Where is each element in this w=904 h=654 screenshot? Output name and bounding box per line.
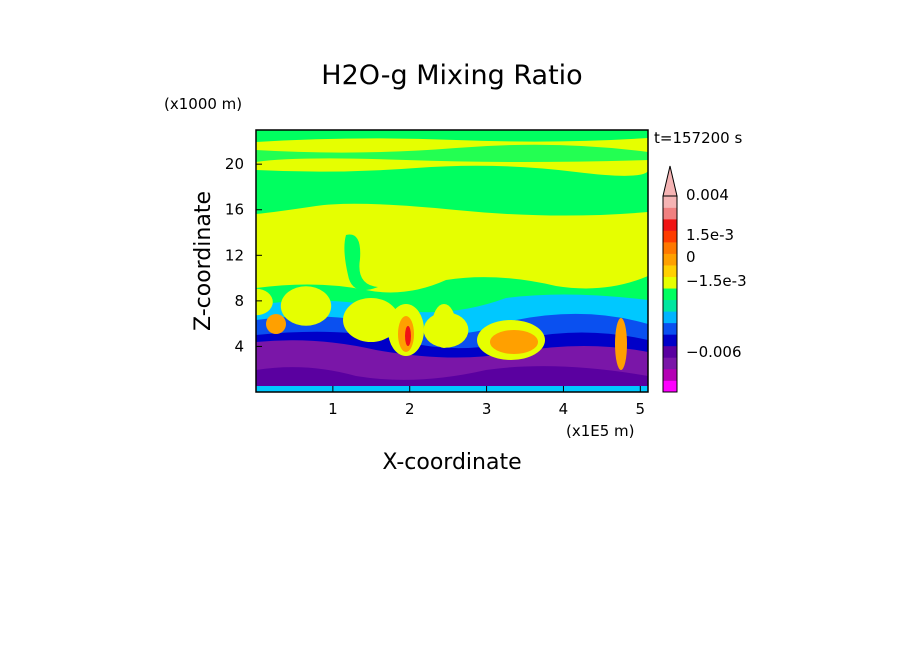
colorbar-label: −0.006 [686, 343, 742, 361]
y-tick-label: 4 [234, 337, 244, 355]
colorbar-segment [663, 368, 677, 381]
colorbar-label: 0.004 [686, 186, 729, 204]
y-axis-label: Z-coordinate [191, 191, 216, 331]
y-tick-label: 12 [225, 246, 244, 264]
plot-area [256, 130, 648, 392]
colorbar-frame [662, 195, 678, 393]
field-plume-yellow [256, 288, 273, 316]
colorbar-segment [663, 207, 677, 220]
colorbar [662, 165, 678, 393]
colorbar-label: −1.5e-3 [686, 272, 747, 290]
colorbar-segment [663, 299, 677, 312]
colorbar-segment [663, 219, 677, 231]
x-tick-label: 3 [482, 400, 492, 418]
colorbar-arrow [662, 165, 678, 197]
field-plume-red-left [405, 326, 411, 346]
field-plume-yellow [280, 286, 332, 326]
colorbar-segment [663, 196, 677, 208]
chart-title: H2O-g Mixing Ratio [321, 60, 582, 91]
colorbar-label: 1.5e-3 [686, 226, 734, 244]
colorbar-label: 0 [686, 248, 696, 266]
x-axis-label: X-coordinate [382, 450, 521, 475]
field-top-green [256, 130, 648, 142]
colorbar-segment [663, 253, 677, 266]
field-thin-green-band [256, 144, 648, 162]
field-green-plume [344, 234, 378, 291]
x-tick-label: 2 [405, 400, 415, 418]
colorbar-segment [663, 380, 677, 393]
field-plume-orange-right [615, 318, 627, 370]
x-axis: 1 2 3 4 5 [328, 386, 645, 418]
colorbar-segment [663, 230, 677, 243]
field-plume-orange-edge [266, 314, 286, 334]
colorbar-segment [663, 357, 677, 370]
y-tick-label: 20 [225, 155, 244, 173]
colorbar-segment [663, 334, 677, 347]
colorbar-labels: 0.004 1.5e-3 0 −1.5e-3 −0.006 [686, 186, 747, 361]
colorbar-segment [663, 276, 677, 289]
field-deep-purple [256, 366, 648, 386]
x-tick-label: 1 [328, 400, 338, 418]
colorbar-segment [663, 311, 677, 324]
colorbar-segment [663, 288, 677, 301]
y-axis: 4 8 12 16 20 [225, 155, 262, 355]
y-unit-label: (x1000 m) [164, 95, 242, 113]
y-tick-label: 8 [234, 292, 244, 310]
field-plume-yellow-mid [432, 304, 456, 348]
y-tick-label: 16 [225, 201, 244, 219]
field-plume-orange-large [490, 330, 538, 354]
plot-frame [255, 129, 649, 393]
x-unit-label: (x1E5 m) [566, 422, 635, 440]
colorbar-segment [663, 242, 677, 254]
field-upper-green-band [256, 165, 648, 216]
x-tick-label: 4 [559, 400, 569, 418]
field-plume-yellow [343, 298, 399, 342]
colorbar-segment [663, 265, 677, 278]
field-surface-layer [256, 386, 648, 392]
colorbar-segment [663, 322, 677, 335]
time-label: t=157200 s [654, 129, 742, 147]
x-tick-label: 5 [636, 400, 646, 418]
colorbar-segment [663, 345, 677, 358]
